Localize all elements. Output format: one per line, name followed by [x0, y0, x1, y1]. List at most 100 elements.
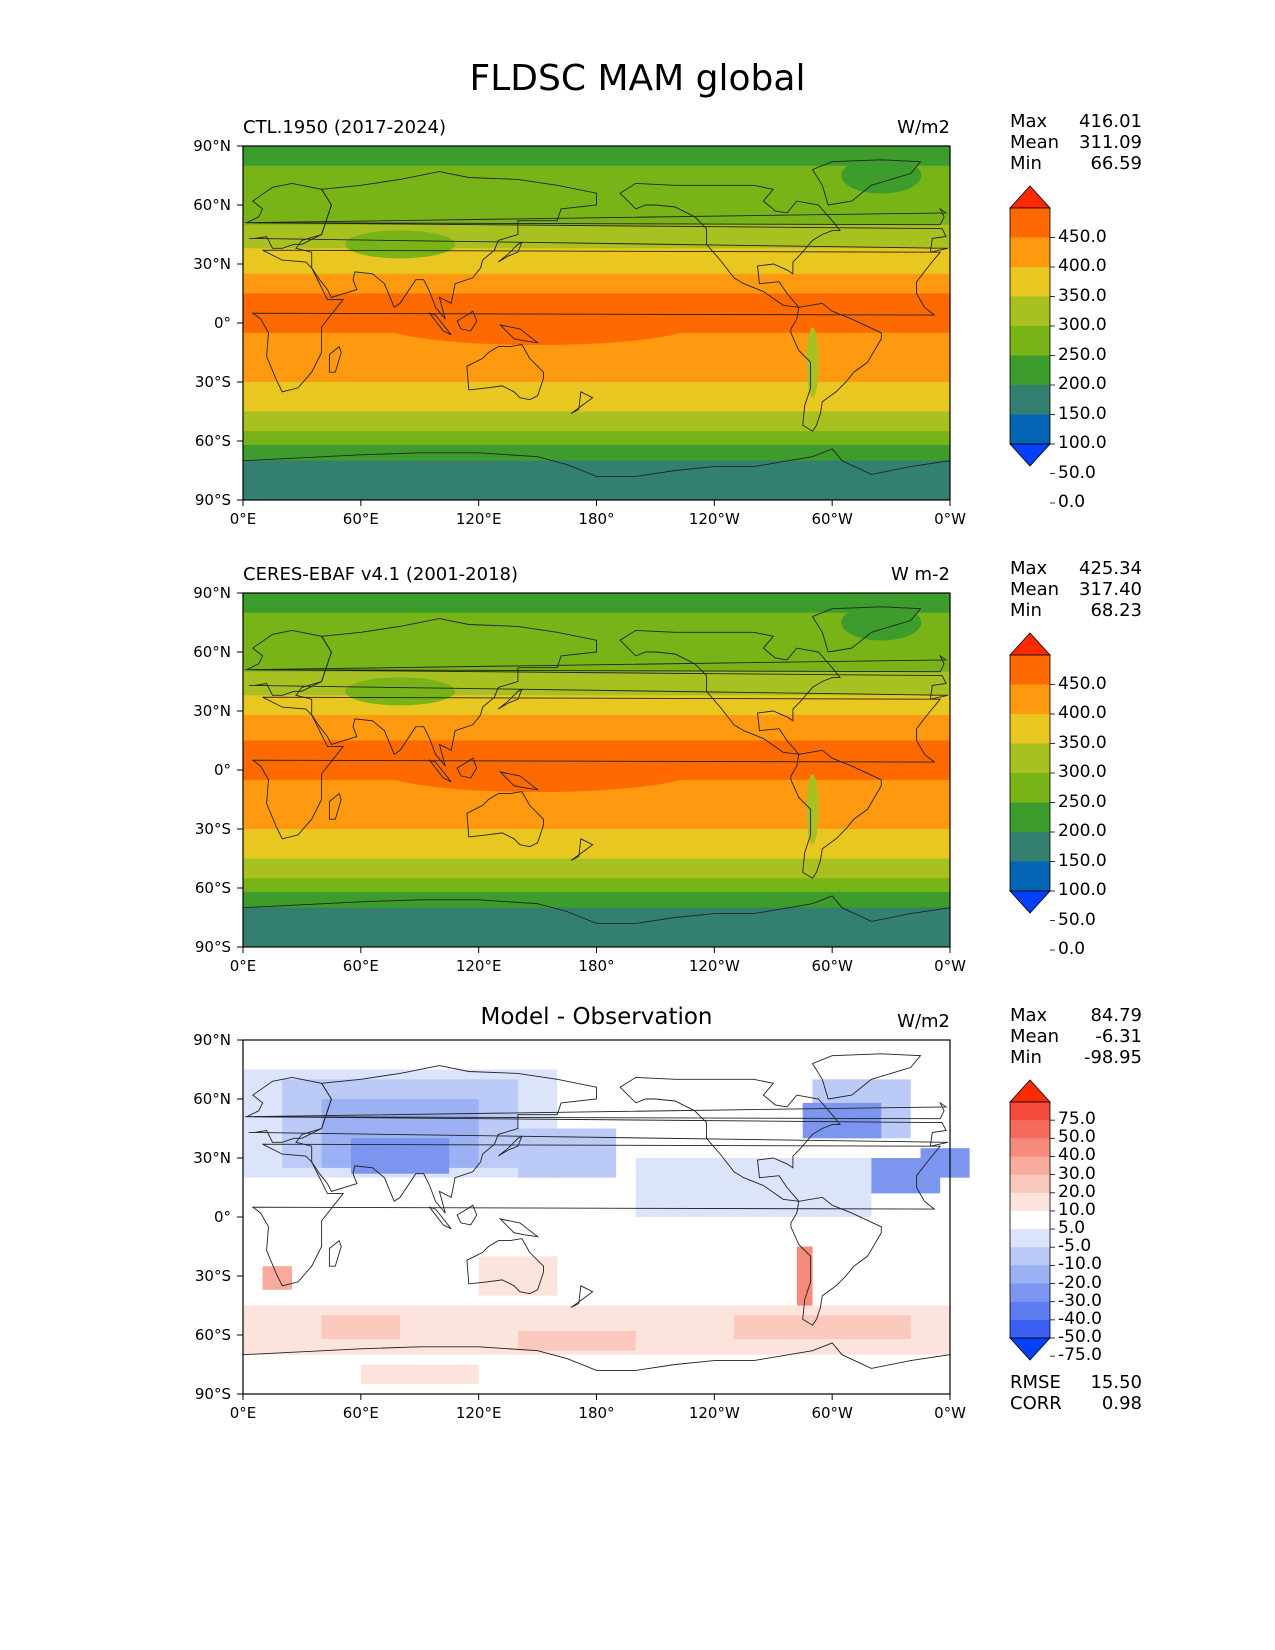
colorbar-segment [1010, 1210, 1050, 1230]
lat-tick-label: 30°N [193, 255, 231, 273]
map-plot [242, 592, 951, 948]
colorbar-segment [1010, 684, 1050, 715]
lon-tick-label: 180° [578, 957, 615, 975]
lat-tick-label: 0° [213, 1208, 231, 1226]
colorbar [1009, 1079, 1055, 1361]
map-plot [242, 145, 951, 501]
colorbar-label: 0.0 [1058, 939, 1086, 959]
colorbar-label: 250.0 [1058, 791, 1107, 812]
flux-band [243, 460, 950, 501]
colorbar-label: 300.0 [1058, 762, 1107, 782]
coastline-greenland [811, 606, 922, 653]
coastline-nz [570, 838, 594, 861]
coastline-newguinea [498, 771, 540, 791]
stat-label: Min [1010, 153, 1042, 174]
flux-band [243, 431, 950, 446]
flux-band [243, 612, 950, 641]
colorbar-segment [1010, 861, 1050, 892]
coastline-japan [498, 241, 523, 263]
colorbar-label: 350.0 [1058, 285, 1107, 306]
stat-min: Min 68.23 [1010, 600, 1142, 622]
stat-max: Max 416.01 [1010, 111, 1142, 133]
colorbar-segment [1010, 802, 1050, 833]
coastline-borneo [456, 757, 478, 779]
coastline-asia [295, 1065, 597, 1214]
lon-tick-label: 120°E [455, 957, 502, 975]
panel-title: CTL.1950 (2017-2024) [243, 117, 447, 138]
lat-tick-label: 60°S [194, 1326, 231, 1344]
flux-band [243, 146, 950, 167]
stat-label: Max [1010, 1005, 1048, 1026]
lon-tick-label: 0°E [229, 510, 257, 528]
coastline-australia [466, 791, 544, 848]
colorbar-label: 150.0 [1058, 850, 1107, 871]
lon-tick-label: 0°W [934, 510, 966, 528]
lat-tick-label: 0° [213, 314, 231, 332]
colorbar-label: -20.0 [1058, 1272, 1102, 1293]
lat-tick-label: 30°N [193, 702, 231, 720]
colorbar-segment [1010, 1229, 1050, 1248]
coastline-madagascar [328, 792, 342, 820]
lat-tick-label: 90°N [193, 1031, 231, 1049]
coastline-africa [251, 696, 942, 840]
colorbar-label: 400.0 [1058, 703, 1107, 723]
colorbar-label: 300.0 [1058, 315, 1107, 335]
colorbar-extend-bottom [1009, 1337, 1051, 1361]
stat-value: 416.01 [1079, 111, 1142, 132]
stat-label: Min [1010, 600, 1042, 621]
colorbar-segment [1010, 743, 1050, 774]
coastline-samerica [790, 749, 882, 879]
coastline-asia [295, 618, 597, 767]
lat-tick-label: 60°N [193, 196, 231, 214]
stat-value: 68.23 [1090, 600, 1142, 621]
colorbar-label: 5.0 [1058, 1218, 1086, 1239]
colorbar-segment [1010, 1120, 1050, 1139]
coastline-borneo [456, 310, 478, 332]
stat-value: 84.79 [1090, 1005, 1142, 1026]
colorbar-label: -40.0 [1058, 1308, 1102, 1329]
flux-band [243, 799, 950, 830]
colorbar-label: 40.0 [1058, 1145, 1096, 1166]
stat-label: Mean [1010, 1026, 1060, 1047]
lon-tick-label: 0°E [229, 957, 257, 975]
colorbar-segment [1010, 1265, 1050, 1285]
flux-band [806, 774, 819, 845]
stat-value: 66.59 [1090, 153, 1142, 174]
lon-tick-label: 0°W [934, 957, 966, 975]
colorbar-label: -5.0 [1058, 1236, 1092, 1257]
colorbar-segment [1010, 1102, 1050, 1121]
panel-title: CERES-EBAF v4.1 (2001-2018) [243, 564, 519, 585]
flux-band [243, 273, 950, 294]
coastline-newguinea [498, 324, 540, 344]
coastline-greenland [811, 1053, 922, 1100]
flux-band [841, 157, 922, 194]
axis-ticks [237, 592, 951, 953]
anomaly-region [321, 1315, 401, 1339]
colorbar-extend-bottom [1009, 890, 1051, 914]
coastline-namerica [619, 1076, 841, 1202]
colorbar-segment [1010, 773, 1050, 803]
colorbar-label: 10.0 [1058, 1199, 1096, 1220]
lat-tick-label: 90°S [194, 1385, 231, 1403]
coastline-namerica [619, 182, 841, 308]
anomaly-region [733, 1315, 911, 1339]
flux-band [377, 748, 698, 792]
colorbar-segment [1010, 208, 1050, 238]
lon-tick-label: 0°E [229, 1404, 257, 1422]
anomaly-region [360, 1364, 479, 1385]
flux-band [243, 829, 950, 859]
stat-label: RMSE [1010, 1372, 1061, 1393]
colorbar-label: 100.0 [1058, 433, 1107, 453]
colorbar-label: 150.0 [1058, 403, 1107, 424]
coastline-madagascar [328, 1239, 342, 1267]
lat-tick-label: 30°S [194, 820, 231, 838]
coastline-sumatra [428, 312, 452, 336]
colorbar [1009, 185, 1055, 504]
flux-band [243, 907, 950, 948]
lat-tick-label: 60°N [193, 643, 231, 661]
stat-mean: Mean 311.09 [1010, 132, 1142, 154]
coastline-nz [570, 391, 594, 414]
coastline-africa [251, 249, 942, 393]
flux-band [345, 230, 456, 259]
flux-band [243, 891, 950, 909]
